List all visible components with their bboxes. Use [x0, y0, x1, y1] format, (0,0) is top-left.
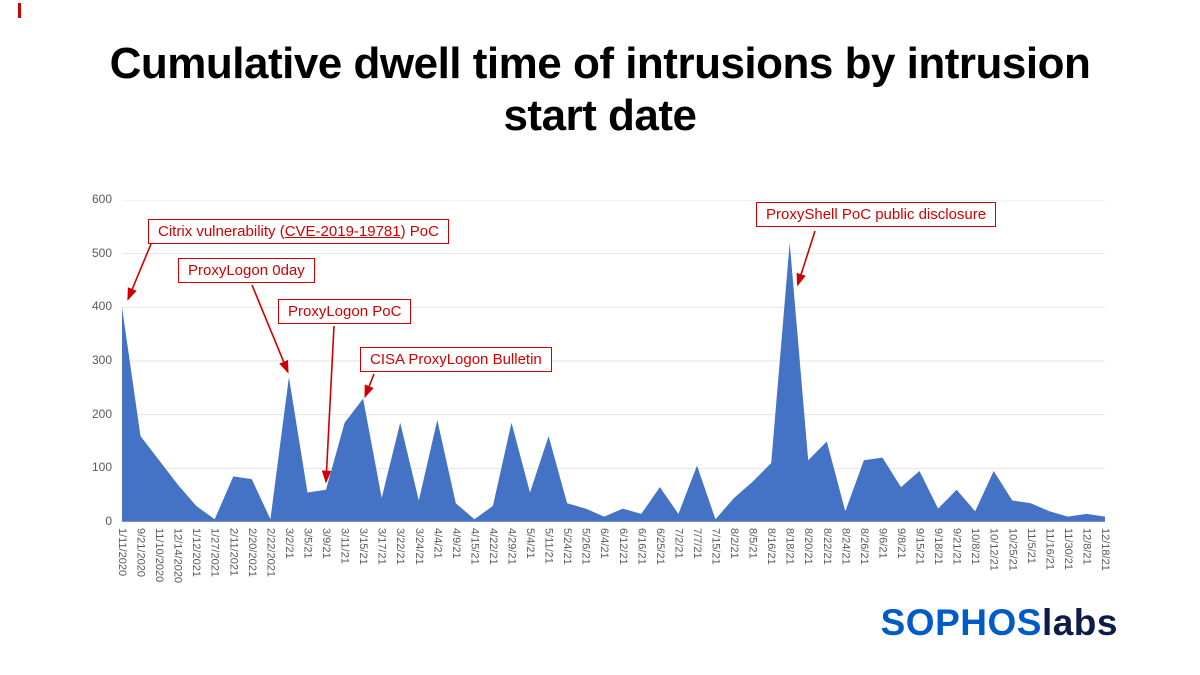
- page-title: Cumulative dwell time of intrusions by i…: [109, 39, 1091, 140]
- x-axis-label: 11/5/21: [1024, 528, 1037, 564]
- x-axis-label: 3/5/21: [301, 528, 314, 559]
- x-axis-label: 1/27/2021: [208, 528, 221, 577]
- x-axis-label: 3/2/21: [282, 528, 295, 559]
- x-axis-label: 10/8/21: [969, 528, 982, 565]
- dwell-time-area-chart: [122, 200, 1105, 522]
- x-axis-label: 8/22/21: [820, 528, 833, 565]
- annotation-proxyshell-disclosure: ProxyShell PoC public disclosure: [756, 202, 997, 227]
- x-axis-label: 5/11/21: [542, 528, 555, 564]
- x-axis-label: 2/22/2021: [264, 528, 277, 577]
- x-axis-label: 11/30/21: [1061, 528, 1074, 571]
- cve-link[interactable]: CVE-2019-19781: [284, 223, 401, 240]
- x-axis-label: 11/10/2020: [153, 528, 166, 583]
- x-axis-label: 12/14/2020: [171, 528, 184, 584]
- x-axis-label: 2/20/2021: [245, 528, 258, 577]
- y-axis-label: 200: [91, 406, 112, 421]
- annotation-text: ProxyLogon PoC: [288, 303, 402, 320]
- x-axis-label: 3/9/21: [320, 528, 333, 559]
- x-axis-label: 1/11/2020: [116, 528, 128, 577]
- y-axis-label: 400: [91, 299, 112, 314]
- logo-labs: labs: [1041, 602, 1118, 643]
- annotation-citrix-vulnerability: Citrix vulnerability (CVE-2019-19781) Po…: [148, 219, 449, 244]
- annotation-text: ProxyShell PoC public disclosure: [766, 206, 987, 223]
- x-axis-label: 3/24/21: [412, 528, 425, 565]
- y-axis-label: 600: [91, 192, 112, 206]
- x-axis-label: 4/4/21: [431, 528, 444, 559]
- x-axis-label: 9/18/21: [932, 528, 945, 565]
- x-axis-label: 1/12/2021: [190, 528, 203, 577]
- y-axis-label: 0: [105, 514, 112, 528]
- x-axis-label: 9/21/2020: [134, 528, 147, 577]
- x-axis-label: 9/15/21: [913, 528, 926, 565]
- x-axis-label: 5/4/21: [524, 528, 537, 559]
- x-axis-label: 8/2/21: [728, 528, 741, 559]
- x-axis-label: 6/16/21: [635, 528, 648, 565]
- annotation-text: CISA ProxyLogon Bulletin: [370, 351, 542, 368]
- x-axis-label: 9/21/21: [950, 528, 963, 565]
- annotation-text: ProxyLogon 0day: [188, 262, 305, 279]
- x-axis-label: 6/4/21: [598, 528, 611, 559]
- x-axis-label: 5/26/21: [579, 528, 592, 565]
- x-axis-label: 10/25/21: [1006, 528, 1019, 571]
- x-axis-label: 10/12/21: [987, 528, 1000, 571]
- x-axis-label: 3/15/21: [357, 528, 370, 565]
- x-axis-label: 7/15/21: [709, 528, 722, 565]
- x-axis-label: 3/11/21: [338, 528, 351, 564]
- x-axis-label: 4/9/21: [449, 528, 462, 559]
- x-axis-label: 4/29/21: [505, 528, 518, 565]
- x-axis-label: 8/5/21: [746, 528, 759, 559]
- x-axis-label: 8/26/21: [857, 528, 870, 565]
- annotation-proxylogon-0day: ProxyLogon 0day: [178, 258, 315, 283]
- annotation-text: ) PoC: [400, 223, 439, 240]
- x-axis-label: 3/22/21: [394, 528, 407, 565]
- annotation-proxylogon-poc: ProxyLogon PoC: [278, 299, 412, 324]
- x-axis-label: 3/17/21: [375, 528, 388, 565]
- y-axis-label: 300: [91, 353, 112, 367]
- sophoslabs-logo: SOPHOSlabs: [881, 602, 1118, 644]
- x-axis-label: 12/18/21: [1099, 528, 1111, 571]
- x-axis-label: 12/8/21: [1080, 528, 1093, 565]
- x-axis-label: 4/15/21: [468, 528, 481, 565]
- y-axis-label: 100: [91, 460, 112, 475]
- x-axis-label: 11/16/21: [1043, 528, 1056, 571]
- x-axis-label: 6/25/21: [653, 528, 666, 565]
- annotation-text: Citrix vulnerability (: [158, 223, 285, 240]
- slide-accent-mark: [18, 3, 21, 18]
- x-axis-label: 4/22/21: [486, 528, 499, 565]
- y-axis-label: 500: [91, 245, 112, 260]
- x-axis-label: 7/2/21: [672, 528, 685, 559]
- x-axis-label: 8/24/21: [839, 528, 852, 565]
- x-axis-label: 7/7/21: [690, 528, 703, 559]
- x-axis-label: 2/11/2021: [227, 528, 240, 577]
- x-axis-label: 9/8/21: [894, 528, 907, 559]
- annotation-cisa-bulletin: CISA ProxyLogon Bulletin: [360, 347, 552, 372]
- x-axis-label: 8/16/21: [765, 528, 778, 565]
- logo-sophos: SOPHOS: [880, 602, 1042, 643]
- x-axis-label: 9/6/21: [876, 528, 889, 559]
- x-axis-label: 8/18/21: [783, 528, 796, 565]
- x-axis-label: 5/24/21: [561, 528, 574, 565]
- x-axis-label: 8/20/21: [802, 528, 815, 565]
- x-axis-label: 6/12/21: [616, 528, 629, 565]
